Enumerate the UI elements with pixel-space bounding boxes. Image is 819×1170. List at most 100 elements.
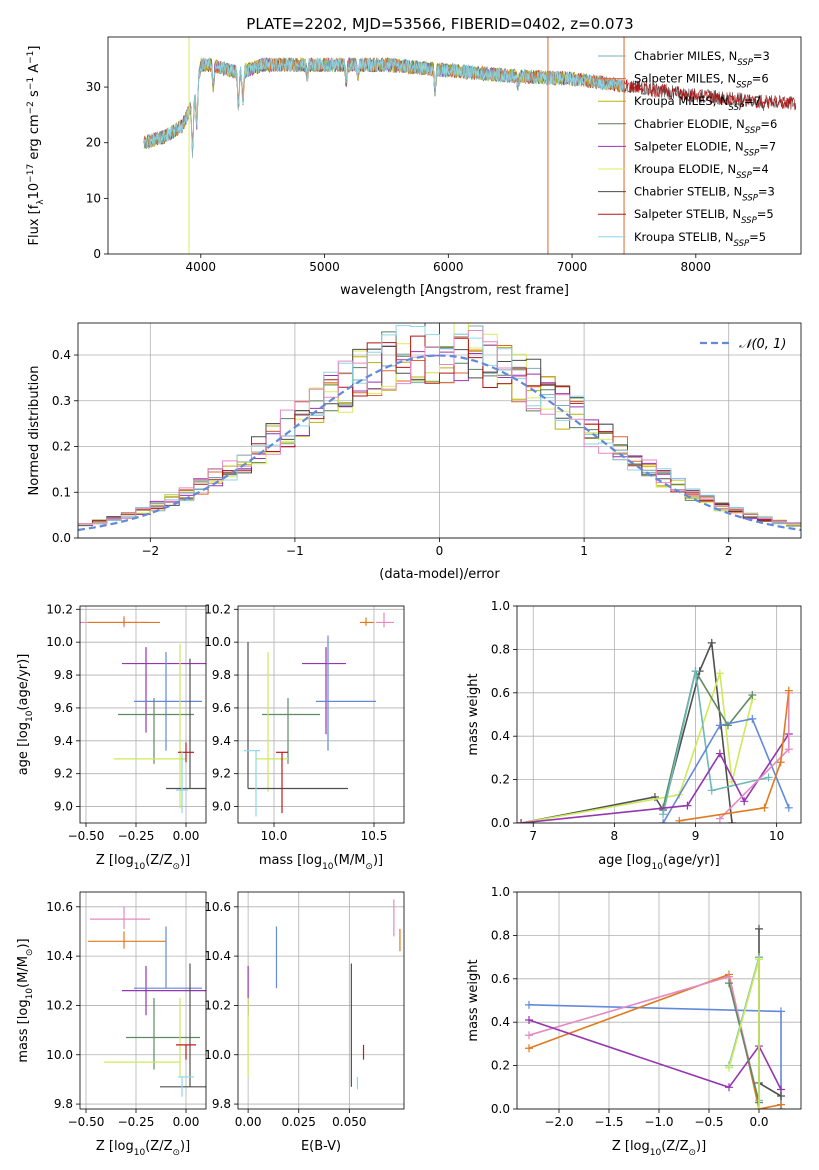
mass_vs_Z-plot-area <box>88 906 206 1097</box>
mass_vs_EBV-ytick-label: 10.4 <box>204 949 231 963</box>
spectrum-ytick-label: 10 <box>86 191 101 205</box>
mass_vs_Z-ytick-label: 9.8 <box>54 1097 73 1111</box>
spectrum-xlabel: wavelength [Angstrom, rest frame] <box>340 283 569 298</box>
spectrum-ytick-label: 30 <box>86 80 101 94</box>
mass_vs_EBV-ytick-label: 10.0 <box>204 1048 231 1062</box>
age_vs_mass-ytick-label: 9.4 <box>212 734 231 748</box>
age_vs_mass-ytick-label: 9.0 <box>212 800 231 814</box>
mass_vs_Z-xtick-label: −0.25 <box>118 1115 155 1129</box>
weight_vs_Z-xtick-label: −1.5 <box>594 1115 623 1129</box>
weight-marker <box>755 955 763 964</box>
weight-marker <box>755 1105 763 1109</box>
weight-marker <box>740 797 749 806</box>
residuals-xlabel: (data-model)/error <box>379 567 500 582</box>
age_vs_mass-ytick-label: 9.2 <box>212 767 231 781</box>
weight-marker <box>748 690 757 699</box>
residuals-ytick-label: 0.1 <box>52 485 71 499</box>
weight-marker <box>728 819 737 823</box>
residuals-ytick-label: 0.4 <box>52 348 71 362</box>
weight_vs_Z-ytick-label: 0.2 <box>491 1059 510 1073</box>
mass_vs_EBV-ytick-label: 10.2 <box>204 998 231 1012</box>
weight_vs_Z-xtick-label: −1.0 <box>644 1115 673 1129</box>
age_vs_Z-ylabel: age [log10(age/yr)] <box>16 654 35 776</box>
residuals-xtick-label: −1 <box>286 544 304 558</box>
weight-line-pink <box>719 692 790 820</box>
weight_vs_age-ytick-label: 0.4 <box>491 729 510 743</box>
spectrum-frame <box>107 36 802 255</box>
mass_vs_Z-xlabel: Z [log10(Z/Z⊙)] <box>96 1139 190 1158</box>
weight-marker <box>659 810 668 819</box>
mass_vs_EBV-xtick-label: 0.050 <box>332 1115 366 1129</box>
legend-label: Chabrier STELIB, NSSP=3 <box>634 185 775 204</box>
residuals-ylabel: Normed distribution <box>27 366 42 496</box>
weight-marker <box>777 1091 785 1100</box>
gaussian-curve <box>78 354 801 532</box>
residuals-xtick-label: −2 <box>141 544 159 558</box>
weight_vs_Z-xtick-label: −0.5 <box>694 1115 723 1129</box>
age_vs_Z-ytick-label: 9.4 <box>54 734 73 748</box>
weight-marker <box>725 1063 733 1072</box>
weight-line-dark <box>758 928 782 1097</box>
mass_vs_Z-ylabel: mass [log10(M/M⊙)] <box>16 938 35 1062</box>
residuals-xtick-label: 2 <box>725 544 733 558</box>
weight_vs_age-frame <box>516 605 802 824</box>
age_vs_Z-ytick-label: 9.0 <box>54 800 73 814</box>
weight_vs_age-ytick-label: 0.0 <box>491 816 510 830</box>
legend-label: 𝒩(0, 1) <box>739 337 786 352</box>
spectrum-line-chabrier_miles <box>143 57 625 159</box>
weight-marker <box>777 1007 785 1016</box>
weight-marker <box>525 1031 533 1040</box>
weight-line-dark <box>520 639 733 823</box>
weight-marker <box>675 816 684 823</box>
weight-marker <box>784 745 793 754</box>
mass_vs_Z-frame <box>79 891 207 1110</box>
weight_vs_age-ytick-label: 1.0 <box>491 599 510 613</box>
spectrum-ylabel: Flux [fλ10−17 erg cm−2 s−1 A−1] <box>26 46 46 246</box>
weight_vs_Z-ytick-label: 0.6 <box>491 972 510 986</box>
age_vs_Z-ytick-label: 10.0 <box>46 635 73 649</box>
weight_vs_age-ytick-label: 0.2 <box>491 773 510 787</box>
age_vs_Z-ytick-label: 9.6 <box>54 701 73 715</box>
weight-line-teal <box>662 670 769 815</box>
spectrum-ytick-label: 0 <box>93 247 101 261</box>
mass_vs_Z-ytick-label: 10.4 <box>46 949 73 963</box>
age_vs_Z-plot-area <box>80 615 206 814</box>
weight-marker <box>659 819 668 823</box>
weight-marker <box>748 714 757 723</box>
weight-line-green <box>662 669 753 808</box>
mass_vs_EBV-plot-area <box>247 899 401 1090</box>
legend-label: Salpeter MILES, NSSP=6 <box>634 72 769 91</box>
legend-label: Salpeter STELIB, NSSP=5 <box>634 207 774 226</box>
weight-line-blue <box>662 717 790 823</box>
age_vs_mass-plot-area <box>244 612 394 817</box>
weight-marker <box>764 773 773 782</box>
spectrum-xtick-label: 4000 <box>186 260 217 274</box>
residuals-xtick-label: 0 <box>436 544 444 558</box>
age_vs_Z-ytick-label: 10.2 <box>46 602 73 616</box>
weight-marker <box>517 819 526 823</box>
age_vs_Z-panel: −0.50 −0.25 0.00 9.0 9.2 9.4 9.6 9.8 10.0 10.2 Z [… <box>16 602 207 872</box>
weight_vs_Z-xlabel: Z [log10(Z/Z⊙)] <box>612 1139 706 1158</box>
mass_vs_EBV-ytick-label: 9.8 <box>212 1097 231 1111</box>
age_vs_mass-panel: 10.0 10.5 9.0 9.2 9.4 9.6 9.8 10.0 10.2 mass [log… <box>204 602 405 872</box>
weight_vs_age-xtick-label: 9 <box>692 829 700 843</box>
weight-line-purple <box>528 1019 782 1090</box>
weight-marker <box>707 786 716 795</box>
mass_vs_Z-xtick-label: −0.50 <box>68 1115 105 1129</box>
weight_vs_Z-ytick-label: 0.4 <box>491 1015 510 1029</box>
weight-line-pink <box>528 975 760 1103</box>
spectrum-xtick-label: 6000 <box>433 260 464 274</box>
mass_vs_Z-panel: −0.50 −0.25 0.00 9.8 10.0 10.2 10.4 10.6 Z [log1… <box>16 891 207 1158</box>
age_vs_Z-ytick-label: 9.8 <box>54 668 73 682</box>
weight-marker <box>755 924 763 933</box>
residuals-plot-area <box>78 323 801 532</box>
residuals-xtick-label: 1 <box>580 544 588 558</box>
weight_vs_age-ytick-label: 0.6 <box>491 686 510 700</box>
spectrum-xtick-label: 7000 <box>557 260 588 274</box>
weight_vs_Z-ytick-label: 0.8 <box>491 928 510 942</box>
weight_vs_age-panel: 7 8 9 10 0.0 0.2 0.4 0.6 0.8 1.0 age [log10(age/yr… <box>466 599 802 872</box>
weight_vs_Z-ytick-label: 0.0 <box>491 1102 510 1116</box>
weight_vs_Z-plot-area <box>525 924 785 1109</box>
mass_vs_EBV-xtick-label: 0.00 <box>235 1115 262 1129</box>
